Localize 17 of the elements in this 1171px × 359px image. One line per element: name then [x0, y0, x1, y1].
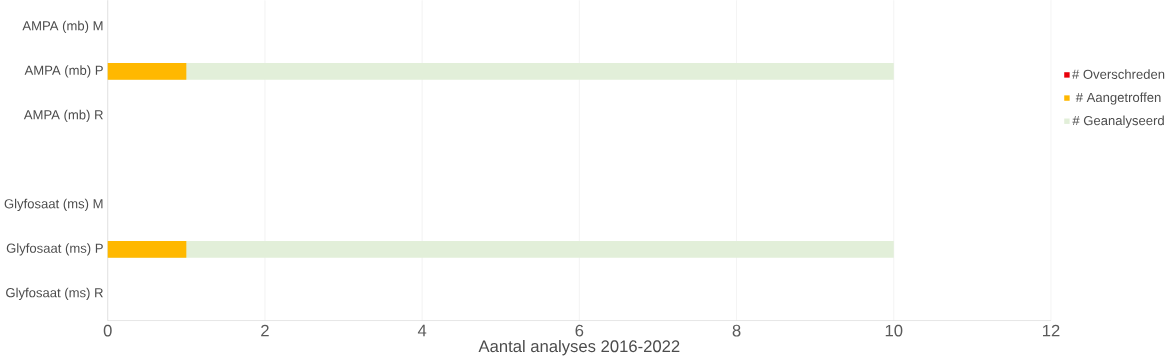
y-tick-label: Glyfosaat (ms) R [6, 287, 103, 300]
y-tick-label: Glyfosaat (ms) P [6, 243, 103, 256]
x-tick-label: 2 [261, 324, 269, 337]
legend-label: # Geanalyseerd [1072, 115, 1164, 128]
y-tick-label: AMPA (mb) R [23, 109, 103, 122]
x-tick-label: 12 [1043, 324, 1060, 337]
y-tick-label: AMPA (mb) P [24, 65, 103, 78]
legend-label: # Overschreden [1072, 69, 1165, 79]
y-tick-label: Glyfosaat (ms) M [4, 198, 103, 211]
x-tick-label: 10 [885, 324, 903, 337]
x-tick-label: 0 [103, 324, 112, 337]
x-tick-label: 8 [732, 324, 741, 337]
x-tick-label: 6 [575, 324, 584, 337]
y-tick-label: AMPA (mb) M [22, 20, 103, 33]
x-axis-title: Aantal analyses 2016-2022 [478, 339, 680, 356]
x-tick-label: 4 [417, 324, 427, 336]
legend-label: # Aangetroffen [1075, 92, 1161, 105]
